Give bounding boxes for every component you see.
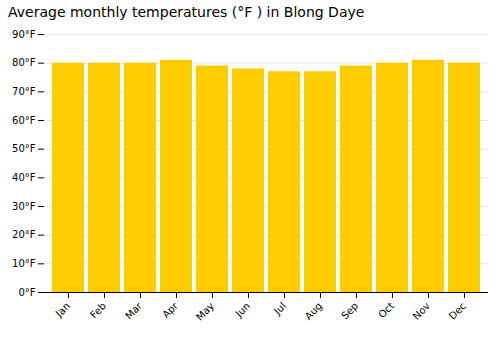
svg-text:0°F: 0°F [18,287,35,298]
html-text:Average monthly temperatures (: Average monthly temperatures (°F ) in Bl… [8,4,365,20]
svg-text:60°F: 60°F [12,115,36,126]
svg-text:Jun: Jun [233,300,253,320]
svg-text:80°F: 80°F [12,57,36,68]
svg-text:40°F: 40°F [12,172,36,183]
svg-text:Apr: Apr [160,300,181,321]
svg-text:Aug: Aug [303,300,325,322]
svg-text:20°F: 20°F [12,229,36,240]
svg-text:30°F: 30°F [12,201,36,212]
svg-text:May: May [194,300,216,322]
svg-text:Sep: Sep [339,300,360,321]
svg-text:Nov: Nov [411,300,433,322]
svg-text:Oct: Oct [376,300,396,320]
svg-text:Dec: Dec [447,300,468,321]
svg-text:Mar: Mar [123,300,145,322]
svg-text:90°F: 90°F [12,29,36,40]
svg-text:Jul: Jul [271,300,288,317]
svg-text:10°F: 10°F [12,258,36,269]
svg-text:70°F: 70°F [12,86,36,97]
svg-text:Jan: Jan [53,300,72,319]
svg-text:50°F: 50°F [12,143,36,154]
svg-text:Feb: Feb [88,300,108,320]
